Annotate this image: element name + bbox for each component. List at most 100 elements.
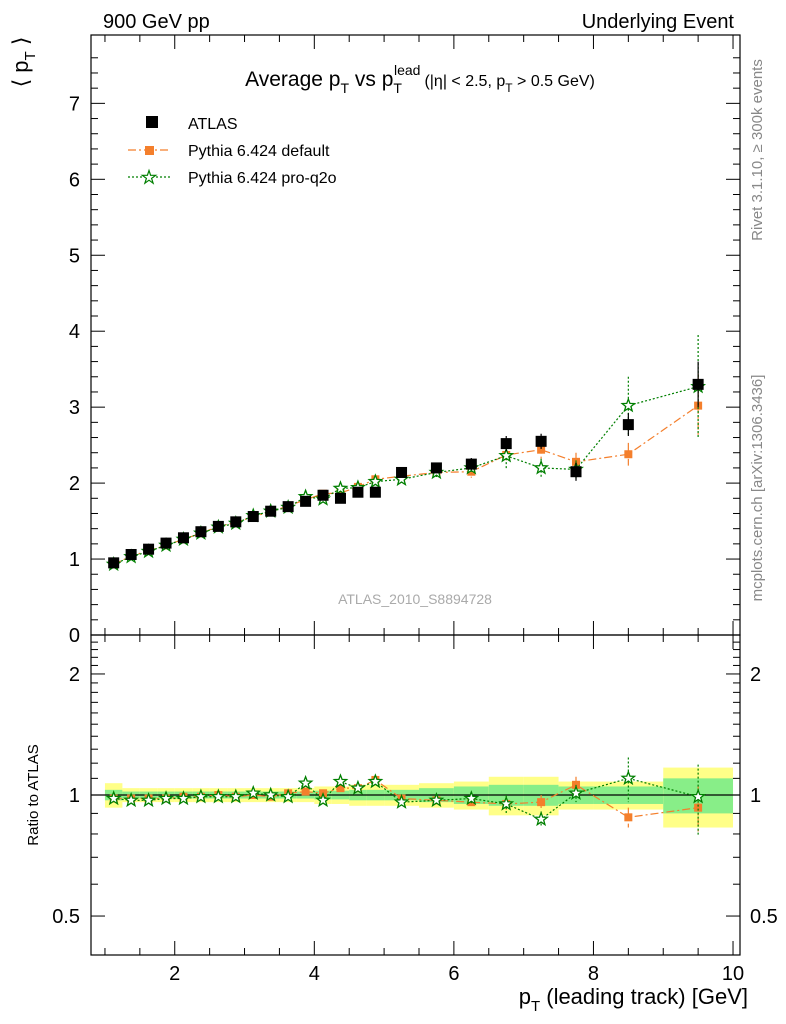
main-point-atlas (352, 486, 364, 498)
ratio-y-tick-label-right: 0.5 (750, 906, 778, 928)
ratio-point-default (624, 813, 633, 822)
ratio-point-proq2o (533, 810, 550, 827)
ratio-y-tick-label-left: 2 (69, 664, 80, 686)
ratio-point-proq2o (227, 788, 244, 804)
main-point-atlas (143, 543, 155, 555)
ratio-point-proq2o (192, 788, 209, 804)
main-point-atlas (369, 486, 381, 498)
svg-text:pT (leading track) [GeV]: pT (leading track) [GeV] (519, 984, 748, 1015)
legend-marker-default (145, 146, 154, 155)
y-tick-label: 6 (69, 169, 80, 191)
main-point-atlas (108, 557, 120, 569)
y-tick-label: 4 (69, 321, 80, 343)
main-point-atlas (430, 462, 442, 474)
ratio-plot: 2 4 6 8 10 0.5 0.5 1 1 2 2 (52, 634, 778, 985)
ratio-point-proq2o (175, 790, 192, 806)
main-point-atlas (212, 520, 224, 532)
ratio-y-tick-label-left: 0.5 (52, 906, 80, 928)
main-point-proq2o (620, 397, 637, 413)
legend-label-proq2o: Pythia 6.424 pro-q2o (188, 170, 337, 187)
svg-text:⟨ pT ⟩: ⟨ pT ⟩ (8, 37, 39, 88)
ratio-point-proq2o (262, 786, 279, 802)
ratio-line-proq2o (113, 777, 699, 821)
y-tick-label: 3 (69, 397, 80, 419)
main-point-proq2o (533, 459, 550, 475)
main-point-default (537, 445, 546, 454)
main-point-atlas (317, 489, 329, 501)
analysis-watermark: ATLAS_2010_S8894728 (338, 591, 492, 607)
main-point-atlas (247, 511, 259, 523)
y-tick-label: 5 (69, 245, 80, 267)
header-left: 900 GeV pp (103, 11, 210, 33)
ratio-point-proq2o (245, 784, 262, 801)
ratio-point-proq2o (280, 788, 297, 804)
main-point-proq2o (332, 480, 349, 496)
legend-label-atlas: ATLAS (188, 116, 238, 133)
main-plot-ylabel: ⟨ pT ⟩ (8, 37, 39, 88)
ratio-point-proq2o (140, 791, 157, 808)
main-point-atlas (300, 495, 312, 507)
ratio-point-proq2o (620, 770, 637, 786)
ratio-ylabel: Ratio to ATLAS (25, 744, 42, 845)
ratio-point-proq2o (210, 788, 227, 804)
ratio-point-proq2o (332, 773, 349, 789)
y-tick-label: 1 (69, 549, 80, 571)
legend-marker-proq2o (140, 168, 158, 185)
main-point-atlas (692, 378, 704, 390)
main-point-atlas (177, 532, 189, 544)
main-line-proq2o (113, 386, 699, 565)
main-point-atlas (396, 466, 408, 478)
ratio-point-proq2o (349, 779, 366, 795)
ratio-point-default (336, 784, 345, 793)
main-point-atlas (160, 537, 172, 549)
x-tick-label: 6 (448, 963, 459, 985)
x-tick-label: 4 (309, 963, 320, 985)
ratio-point-proq2o (315, 791, 331, 808)
svg-text:Average pT vs pTlead(|η| < 2.5: Average pT vs pTlead(|η| < 2.5, pT > 0.5… (245, 62, 595, 96)
y-tick-label: 0 (69, 625, 80, 647)
ratio-y-tick-label-left: 1 (69, 785, 80, 807)
ratio-y-tick-label-right: 2 (750, 664, 761, 686)
main-plot-title: Average pT vs pTlead(|η| < 2.5, pT > 0.5… (245, 62, 595, 96)
main-point-atlas (622, 419, 634, 431)
x-tick-label: 8 (588, 963, 599, 985)
y-tick-label: 7 (69, 93, 80, 115)
main-plot: 0 1 2 3 4 5 6 7 (69, 34, 741, 647)
ratio-point-proq2o (297, 774, 314, 790)
ratio-point-proq2o (463, 790, 480, 806)
legend: ATLAS Pythia 6.424 default Pythia 6.424 … (128, 116, 337, 187)
ratio-point-default (537, 798, 546, 807)
main-point-atlas (230, 516, 242, 528)
main-point-proq2o (367, 473, 384, 489)
ratio-y-tick-label-right: 1 (750, 785, 761, 807)
main-point-atlas (265, 505, 277, 517)
ratio-point-proq2o (690, 788, 707, 804)
ratio-point-default (694, 803, 703, 812)
ratio-point-proq2o (428, 791, 445, 808)
ratio-point-default (301, 787, 310, 796)
x-axis-label: pT (leading track) [GeV] (519, 984, 748, 1015)
rivet-label: Rivet 3.1.10, ≥ 300k events (749, 59, 766, 241)
ratio-point-proq2o (498, 795, 515, 811)
main-point-atlas (535, 435, 547, 447)
header-right: Underlying Event (582, 11, 735, 33)
main-point-proq2o (498, 447, 515, 463)
x-tick-label: 10 (722, 963, 744, 985)
ratio-point-proq2o (105, 790, 122, 806)
legend-label-default: Pythia 6.424 default (188, 143, 330, 160)
ratio-point-proq2o (123, 791, 140, 808)
main-point-atlas (500, 438, 512, 450)
ratio-point-proq2o (158, 790, 174, 806)
main-point-atlas (334, 492, 346, 504)
x-tick-label: 2 (169, 963, 180, 985)
y-tick-label: 2 (69, 473, 80, 495)
main-point-atlas (282, 501, 294, 513)
main-point-atlas (465, 458, 477, 470)
legend-marker-atlas (146, 116, 158, 128)
ratio-point-proq2o (393, 793, 410, 809)
ratio-point-proq2o (568, 784, 584, 801)
main-point-atlas (125, 548, 137, 560)
main-point-default (624, 450, 633, 459)
ratio-point-proq2o (367, 773, 384, 789)
